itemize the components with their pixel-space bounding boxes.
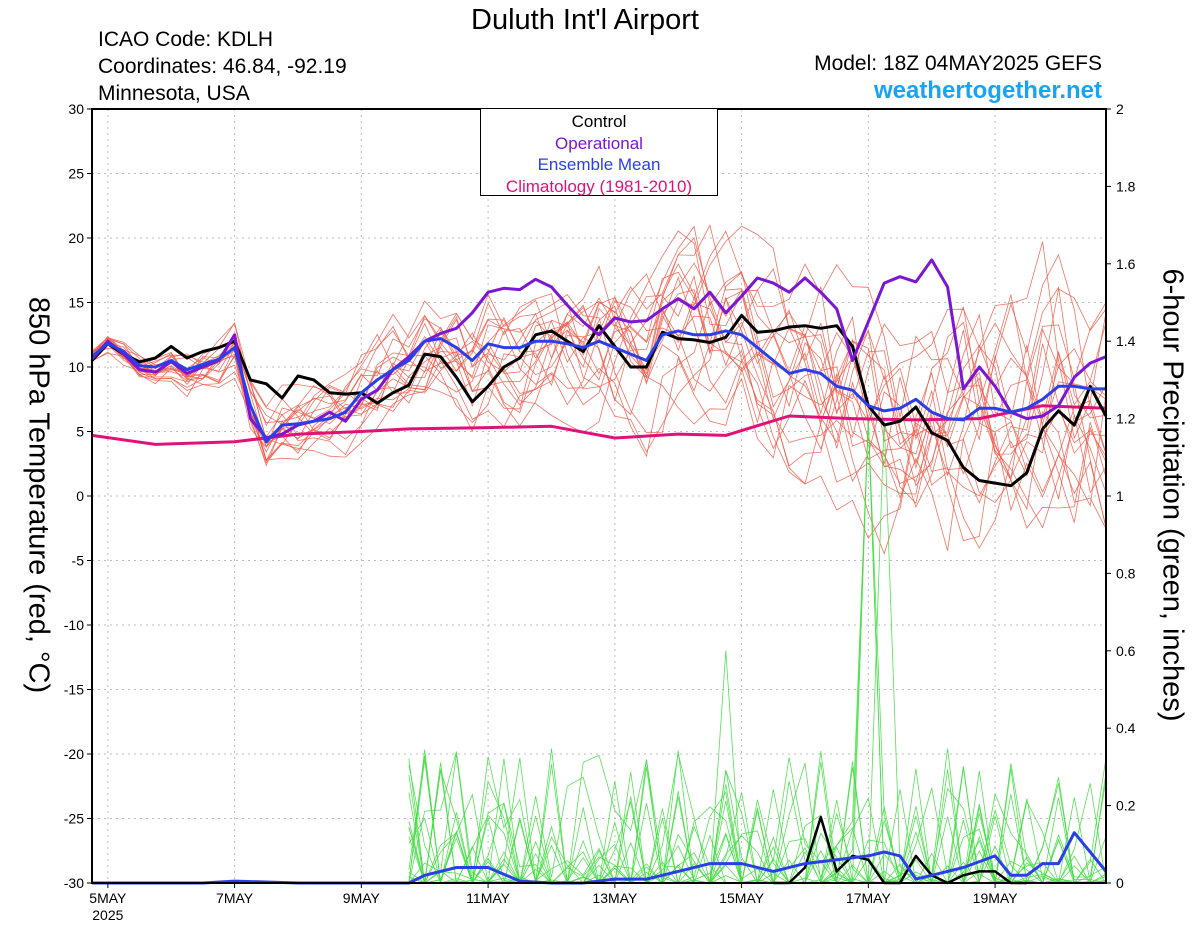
y-tick-label: -10 — [64, 617, 84, 633]
y2-tick-label: 0.2 — [1116, 798, 1136, 814]
x-tick-label: 5MAY — [89, 890, 127, 906]
temp-member-line — [91, 230, 1107, 542]
x-tick-label: 17MAY — [846, 890, 892, 906]
temp-member-line — [91, 288, 1107, 500]
x-tick-sublabel: 2025 — [92, 907, 123, 923]
y2-tick-label: 2 — [1116, 101, 1124, 117]
y-tick-label: 20 — [68, 230, 84, 246]
legend-ensemble-mean: Ensemble Mean — [537, 155, 661, 174]
y-tick-label: 0 — [76, 488, 84, 504]
coordinates: Coordinates: 46.84, -92.19 — [98, 55, 347, 78]
y-tick-label: -5 — [72, 553, 85, 569]
site-link[interactable]: weathertogether.net — [873, 77, 1102, 104]
temp-member-line — [91, 275, 1107, 529]
temp-member-line — [91, 315, 1107, 504]
y2-tick-label: 1 — [1116, 488, 1124, 504]
y-tick-label: -15 — [64, 682, 84, 698]
model-run: Model: 18Z 04MAY2025 GEFS — [814, 52, 1102, 75]
y2-tick-label: 1.4 — [1116, 333, 1136, 349]
x-tick-label: 19MAY — [973, 890, 1019, 906]
precip-member-line — [408, 418, 1107, 884]
axis-ticks: 302520151050-5-10-15-20-25-3021.81.61.41… — [64, 101, 1136, 923]
x-tick-label: 11MAY — [466, 890, 510, 906]
y2-tick-label: 0.6 — [1116, 643, 1136, 659]
climatology-line — [91, 404, 1107, 446]
x-tick-label: 9MAY — [343, 890, 381, 906]
legend: Control Operational Ensemble Mean Climat… — [480, 108, 718, 196]
temp-member-line — [91, 271, 1107, 529]
icao-code: ICAO Code: KDLH — [98, 28, 274, 51]
precip-member-line — [408, 418, 1107, 884]
control-line — [90, 313, 1108, 488]
y2-tick-label: 0.8 — [1116, 565, 1136, 581]
y-tick-label: 25 — [68, 166, 84, 182]
location-state: Minnesota, USA — [98, 82, 250, 105]
y-axis-title: 850 hPa Temperature (red, °C) — [22, 296, 55, 694]
legend-operational: Operational — [555, 133, 643, 153]
y-tick-label: 5 — [76, 424, 84, 440]
precip-member-line — [408, 754, 1107, 884]
y-tick-label: 30 — [68, 101, 84, 117]
x-tick-label: 13MAY — [592, 890, 638, 906]
y2-tick-label: 0.4 — [1116, 720, 1136, 736]
y-tick-label: 10 — [68, 359, 84, 375]
ensemble-mean-line — [91, 329, 1106, 444]
x-tick-label: 7MAY — [216, 890, 254, 906]
temp-member-line — [91, 225, 1107, 528]
y-tick-label: -25 — [64, 811, 84, 827]
legend-control: Control — [571, 112, 627, 131]
y2-tick-label: 1.2 — [1116, 411, 1136, 427]
grid-lines — [92, 109, 1106, 883]
temp-member-line — [91, 288, 1107, 477]
y2-tick-label: 1.8 — [1116, 178, 1136, 194]
precip-member-line — [408, 418, 1107, 884]
y-tick-label: -30 — [64, 875, 84, 891]
series-lines — [90, 258, 1108, 885]
y-tick-label: 15 — [68, 295, 84, 311]
temp-member-line — [91, 224, 1107, 493]
y2-tick-label: 0 — [1116, 875, 1124, 891]
precip-member-line — [408, 418, 1107, 885]
x-tick-label: 15MAY — [719, 890, 765, 906]
plot-frame — [91, 108, 1107, 884]
y2-axis-title: 6-hour Precipitation (green, inches) — [1156, 268, 1189, 722]
chart-title: Duluth Int'l Airport — [471, 4, 699, 36]
y2-tick-label: 1.6 — [1116, 256, 1136, 272]
temp-member-line — [91, 225, 1107, 523]
legend-climatology: Climatology (1981-2010) — [505, 176, 693, 196]
temp-member-line — [91, 276, 1107, 556]
y-tick-label: -20 — [64, 746, 84, 762]
